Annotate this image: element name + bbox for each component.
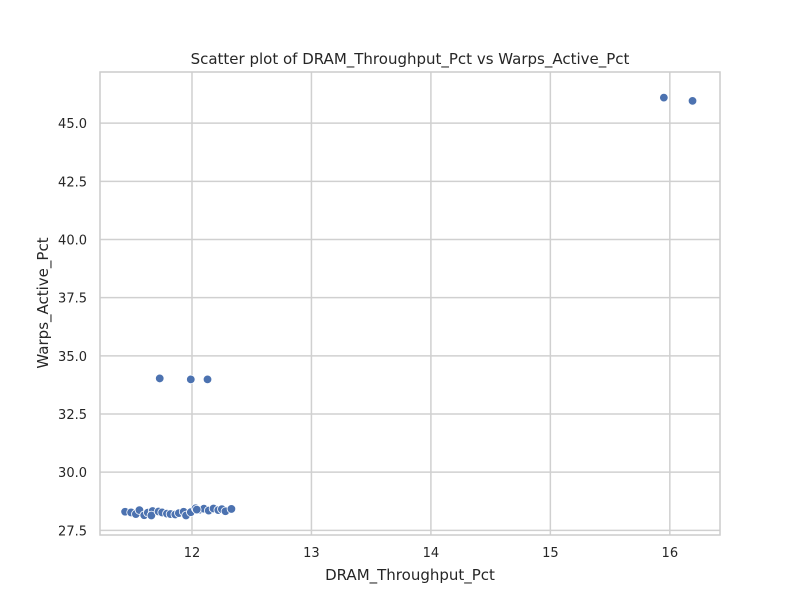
y-tick-label-0: 27.5 xyxy=(58,524,87,539)
scatter-point-27 xyxy=(155,373,165,384)
y-tick-label-6: 42.5 xyxy=(58,175,87,190)
y-tick-label-1: 30.0 xyxy=(58,466,87,481)
scatter-point-26 xyxy=(192,504,202,515)
scatter-point-25 xyxy=(226,504,237,514)
x-tick-label-3: 15 xyxy=(542,546,559,561)
x-tick-label-4: 16 xyxy=(662,546,679,561)
grid-layer xyxy=(100,72,720,535)
x-tick-label-0: 12 xyxy=(184,546,201,561)
y-tick-label-3: 35.0 xyxy=(58,350,87,365)
labels-layer: Scatter plot of DRAM_Throughput_Pct vs W… xyxy=(34,50,630,585)
x-tick-label-2: 14 xyxy=(423,546,440,561)
x-axis-label: DRAM_Throughput_Pct xyxy=(325,566,495,585)
plot-frame xyxy=(99,71,721,536)
y-tick-label-2: 32.5 xyxy=(58,408,87,423)
scatter-point-7 xyxy=(146,510,157,521)
y-axis-label: Warps_Active_Pct xyxy=(34,237,53,368)
scatter-point-28 xyxy=(186,374,196,385)
y-tick-label-5: 40.0 xyxy=(58,234,87,249)
y-tick-label-4: 37.5 xyxy=(58,292,87,307)
y-tick-label-7: 45.0 xyxy=(58,117,87,132)
axis-layer: 12 13 14 15 16 27.5 30.0 32.5 35.0 37.5 40.0 42.5 45… xyxy=(58,71,721,561)
scatter-point-31 xyxy=(687,96,698,106)
scatter-point-30 xyxy=(659,92,669,103)
scatter-point-29 xyxy=(202,374,213,385)
x-tick-label-1: 13 xyxy=(303,546,320,561)
chart-title: Scatter plot of DRAM_Throughput_Pct vs W… xyxy=(191,50,630,69)
points-layer xyxy=(120,92,698,521)
